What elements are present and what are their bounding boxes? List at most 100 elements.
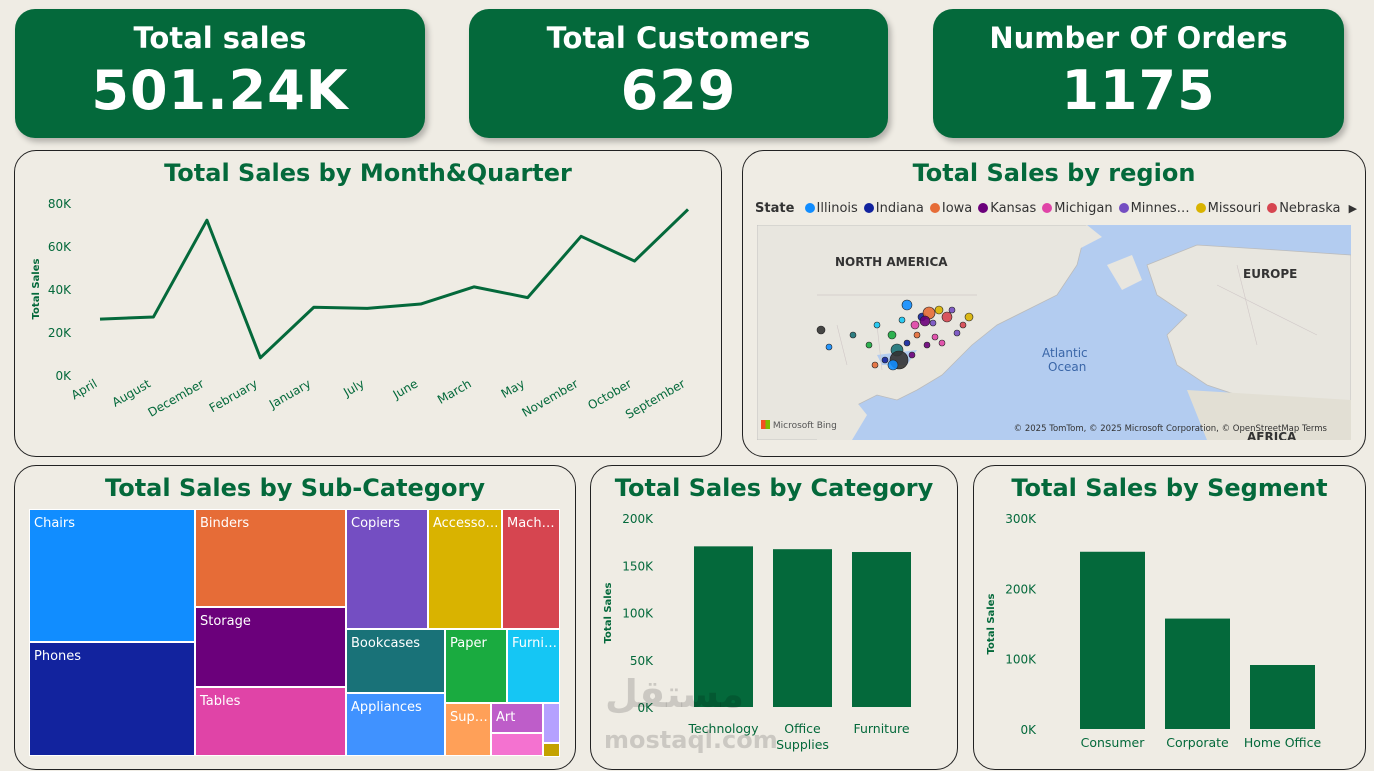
map-bubble[interactable] [934, 305, 944, 315]
legend-item[interactable]: Illinois [799, 201, 858, 216]
treemap-tile[interactable] [543, 703, 560, 743]
map-bubble[interactable] [953, 329, 961, 337]
legend-label: Illinois [816, 201, 858, 216]
legend-label: Iowa [941, 201, 973, 216]
map-bubble[interactable] [887, 330, 897, 340]
legend-item[interactable]: Iowa [924, 201, 972, 216]
map-bubble[interactable] [931, 333, 939, 341]
map-canvas[interactable]: NORTH AMERICA EUROPE Atlantic Ocean AFRI… [757, 225, 1351, 440]
treemap-tile[interactable]: Mach… [502, 509, 560, 629]
map-bubbles[interactable] [816, 299, 974, 371]
kpi-title: Number Of Orders [989, 21, 1288, 55]
legend-dot-icon [929, 203, 940, 213]
y-tick-label: 200K [622, 512, 654, 526]
watermark-latin: mostaql.com [604, 726, 778, 754]
map-bubble[interactable] [929, 319, 937, 327]
region-map-title: Total Sales by region [912, 159, 1196, 187]
legend-next-icon[interactable]: ▶ [1348, 202, 1358, 215]
bar[interactable] [694, 546, 753, 707]
map-bubble[interactable] [871, 361, 879, 369]
map-bubble[interactable] [923, 341, 931, 349]
month-chart-panel[interactable]: Total Sales by Month&Quarter 0K 20K 40K 60K… [14, 150, 722, 457]
treemap-tile[interactable]: Chairs [29, 509, 195, 642]
map-bubble[interactable] [948, 306, 956, 314]
legend-title: State [755, 201, 795, 216]
map-bubble[interactable] [816, 325, 826, 335]
y-axis-label: Total Sales [31, 259, 42, 320]
legend-item[interactable]: Nebraska [1261, 201, 1341, 216]
map-bubble[interactable] [903, 339, 911, 347]
map-bubble[interactable] [913, 331, 921, 339]
treemap-tile[interactable]: Paper [445, 629, 507, 703]
map-bubble[interactable] [908, 351, 916, 359]
legend-dot-icon [1042, 203, 1053, 213]
y-tick-label: 100K [1005, 653, 1037, 667]
treemap-tile[interactable]: Bookcases [346, 629, 445, 693]
treemap-tile[interactable]: Phones [29, 642, 195, 756]
subcategory-panel[interactable]: Total Sales by Sub-Category Chairs Phones… [14, 465, 576, 770]
treemap-tile[interactable]: Accesso… [428, 509, 502, 629]
legend-item[interactable]: Missouri [1190, 201, 1261, 216]
map-bubble[interactable] [898, 316, 906, 324]
subcategory-treemap[interactable]: Chairs Phones Binders Storage Tables Copiers A… [29, 509, 560, 757]
treemap-tile[interactable]: Art [491, 703, 543, 733]
segment-panel[interactable]: Total Sales by Segment 0K 100K 200K 300K Tot… [973, 465, 1366, 770]
map-bubble[interactable] [941, 311, 953, 323]
map-bubble[interactable] [873, 321, 881, 329]
treemap-tile[interactable]: Storage [195, 607, 346, 687]
bar[interactable] [1080, 551, 1145, 729]
map-bubble[interactable] [919, 315, 931, 327]
kpi-number-of-orders: Number Of Orders 1175 [933, 9, 1344, 138]
map-attribution[interactable]: © 2025 TomTom, © 2025 Microsoft Corporat… [1013, 424, 1327, 434]
bar[interactable] [1165, 618, 1230, 729]
legend-item[interactable]: Minnes… [1113, 201, 1190, 216]
legend-item[interactable]: Indiana [858, 201, 924, 216]
map-bubble[interactable] [959, 321, 967, 329]
sales-line[interactable] [99, 208, 690, 360]
map-label-ocean2: Ocean [1048, 360, 1087, 374]
y-tick-label: 0K [637, 701, 654, 715]
treemap-tile[interactable]: Furni… [507, 629, 560, 703]
x-tick-label: Technology [687, 721, 759, 736]
y-tick-label: 20K [48, 326, 72, 340]
region-map-panel[interactable]: Total Sales by region State Illinois Indi… [742, 150, 1366, 457]
y-tick-label: 40K [48, 283, 72, 297]
legend-dot-icon [1118, 203, 1129, 213]
legend-item[interactable]: Kansas [972, 201, 1036, 216]
map-bubble[interactable] [849, 331, 857, 339]
month-line-chart[interactable]: 0K 20K 40K 60K 80K Total Sales April AugustDece… [15, 151, 721, 456]
map-bubble[interactable] [910, 320, 920, 330]
category-panel[interactable]: Total Sales by Category 0K 50K 100K 150K 200… [590, 465, 958, 770]
treemap-tile[interactable]: Tables [195, 687, 346, 756]
segment-bar-chart[interactable]: 0K 100K 200K 300K Total Sales Consumer Corpora… [974, 466, 1365, 769]
map-bubble[interactable] [887, 359, 899, 371]
map-bubble[interactable] [901, 299, 913, 311]
bar[interactable] [773, 549, 832, 707]
kpi-total-sales: Total sales 501.24K [15, 9, 425, 138]
month-chart-title: Total Sales by Month&Quarter [164, 159, 572, 187]
y-tick-label: 0K [1020, 723, 1037, 737]
treemap-tile[interactable]: Sup… [445, 703, 491, 756]
kpi-value: 1175 [1061, 59, 1216, 122]
bar[interactable] [852, 552, 911, 707]
map-bubble[interactable] [825, 343, 833, 351]
treemap-tile[interactable]: Binders [195, 509, 346, 607]
map-bubble[interactable] [964, 312, 974, 322]
map-bubble[interactable] [938, 339, 946, 347]
category-bar-chart[interactable]: 0K 50K 100K 150K 200K Total Sales Technology Of… [591, 466, 957, 769]
map-bubble[interactable] [865, 341, 873, 349]
treemap-tile[interactable]: Copiers [346, 509, 428, 629]
y-tick-label: 0K [55, 369, 72, 383]
legend-item[interactable]: Michigan [1036, 201, 1113, 216]
treemap-tile[interactable] [543, 743, 560, 757]
bar[interactable] [1250, 664, 1315, 729]
legend-label: Nebraska [1279, 201, 1341, 216]
x-tick-label: March [435, 376, 474, 406]
treemap-tile[interactable] [491, 733, 543, 756]
bing-logo-icon [761, 420, 770, 429]
map-bubble[interactable] [881, 356, 889, 364]
treemap-tile[interactable]: Appliances [346, 693, 445, 756]
y-axis-label: Total Sales [986, 594, 997, 655]
x-tick-label: June [390, 376, 421, 402]
y-tick-label: 150K [622, 559, 654, 573]
